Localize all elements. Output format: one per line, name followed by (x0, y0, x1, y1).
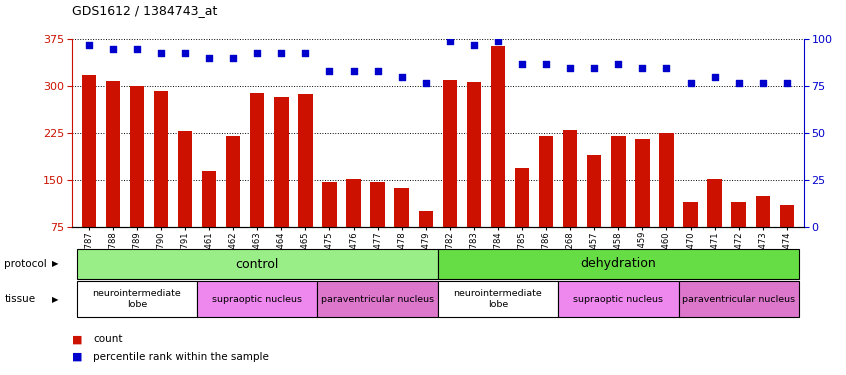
Point (371, 68, 384, 74)
Bar (442, 80, 457, 227)
Point (684, 80, 697, 86)
Point (492, 38, 505, 44)
Point (395, 74, 409, 80)
Point (299, 50, 312, 55)
Bar (659, 133, 673, 227)
Text: percentile rank within the sample: percentile rank within the sample (93, 352, 269, 362)
Point (419, 80, 432, 86)
Point (275, 50, 288, 55)
Point (154, 50, 168, 55)
Text: control: control (235, 258, 279, 270)
Point (467, 42, 481, 48)
Bar (587, 155, 602, 227)
Bar (178, 131, 192, 227)
Text: GDS1612 / 1384743_at: GDS1612 / 1384743_at (72, 4, 217, 17)
Bar (732, 202, 746, 227)
Bar (394, 188, 409, 227)
Point (660, 64, 673, 70)
Point (780, 80, 794, 86)
Point (635, 64, 649, 70)
Bar (684, 202, 698, 227)
Text: protocol: protocol (4, 259, 47, 269)
Text: ▶: ▶ (52, 295, 59, 304)
Bar (755, 196, 770, 227)
Bar (515, 168, 530, 227)
Point (347, 68, 360, 74)
Point (443, 38, 457, 44)
Bar (467, 82, 481, 227)
Bar (371, 182, 385, 227)
Text: ▶: ▶ (52, 260, 59, 268)
Point (563, 64, 577, 70)
Point (250, 50, 264, 55)
Point (322, 68, 336, 74)
Bar (539, 136, 553, 227)
Bar (129, 86, 144, 227)
Point (130, 46, 144, 52)
Bar (635, 140, 650, 227)
Point (587, 64, 601, 70)
Point (756, 80, 770, 86)
Bar (419, 211, 433, 227)
Bar (106, 81, 120, 227)
Point (227, 55, 240, 61)
Text: count: count (93, 334, 123, 344)
Bar (611, 136, 625, 227)
Point (732, 80, 745, 86)
Text: ■: ■ (72, 352, 82, 362)
Bar (226, 136, 240, 227)
Point (202, 55, 216, 61)
Text: paraventricular nucleus: paraventricular nucleus (321, 295, 434, 304)
Point (515, 61, 529, 67)
Bar (154, 91, 168, 227)
Bar (346, 179, 360, 227)
Point (612, 61, 625, 67)
Text: neurointermediate
lobe: neurointermediate lobe (453, 290, 542, 309)
Point (708, 74, 722, 80)
Bar (780, 205, 794, 227)
Point (106, 46, 119, 52)
Text: tissue: tissue (4, 294, 36, 304)
Bar (81, 75, 96, 227)
Bar (491, 46, 505, 227)
Bar (250, 93, 265, 227)
Point (179, 50, 192, 55)
Text: paraventricular nucleus: paraventricular nucleus (682, 295, 795, 304)
Point (540, 61, 553, 67)
Text: supraoptic nucleus: supraoptic nucleus (212, 295, 302, 304)
Bar (322, 182, 337, 227)
Bar (707, 179, 722, 227)
Bar (202, 171, 217, 227)
Text: supraoptic nucleus: supraoptic nucleus (574, 295, 663, 304)
Bar (298, 94, 313, 227)
Text: ■: ■ (72, 334, 82, 344)
Text: dehydration: dehydration (580, 258, 656, 270)
Point (82, 42, 96, 48)
Bar (274, 97, 288, 227)
Bar (563, 130, 578, 227)
Text: neurointermediate
lobe: neurointermediate lobe (92, 290, 181, 309)
